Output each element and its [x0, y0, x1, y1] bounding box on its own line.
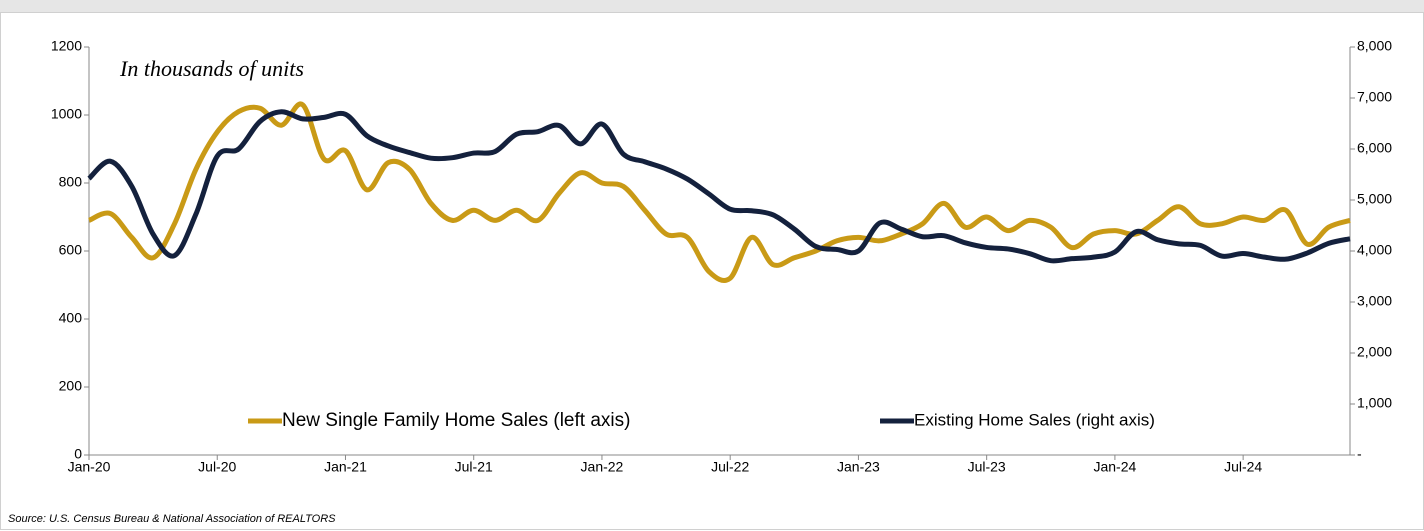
y2-tick-label: 1,000: [1357, 395, 1392, 411]
y-tick-label: 0: [74, 446, 82, 462]
series-line: [87, 101, 1351, 283]
y2-tick-label: 8,000: [1357, 38, 1392, 54]
x-tick-label: Jan-24: [1093, 459, 1136, 475]
x-tick-label: Jan-23: [837, 459, 880, 475]
legend-label: Existing Home Sales (right axis): [914, 410, 1155, 429]
series-line: [87, 109, 1351, 264]
x-tick-label: Jul-21: [455, 459, 493, 475]
x-tick-label: Jan-20: [68, 459, 111, 475]
x-tick-label: Jul-23: [968, 459, 1006, 475]
y2-tick-label: 6,000: [1357, 140, 1392, 156]
source: Source: U.S. Census Bureau & National As…: [8, 513, 336, 525]
annotation: In thousands of units: [119, 56, 304, 81]
y-tick-label: 1200: [51, 38, 82, 54]
y-tick-label: 1000: [51, 106, 82, 122]
y-tick-label: 800: [59, 174, 83, 190]
x-tick-label: Jan-22: [581, 459, 624, 475]
y-tick-label: 600: [59, 242, 83, 258]
y2-tick-label: 2,000: [1357, 344, 1392, 360]
y2-tick-label: -: [1357, 446, 1362, 462]
x-tick-label: Jan-21: [324, 459, 367, 475]
y-tick-label: 200: [59, 378, 83, 394]
top-band: [0, 0, 1424, 12]
y2-tick-label: 7,000: [1357, 89, 1392, 105]
y2-tick-label: 5,000: [1357, 191, 1392, 207]
y-tick-label: 400: [59, 310, 83, 326]
y2-tick-label: 4,000: [1357, 242, 1392, 258]
x-tick-label: Jul-22: [711, 459, 749, 475]
legend-label: New Single Family Home Sales (left axis): [282, 410, 630, 431]
y2-tick-label: 3,000: [1357, 293, 1392, 309]
x-tick-label: Jul-20: [198, 459, 236, 475]
x-tick-label: Jul-24: [1224, 459, 1262, 475]
